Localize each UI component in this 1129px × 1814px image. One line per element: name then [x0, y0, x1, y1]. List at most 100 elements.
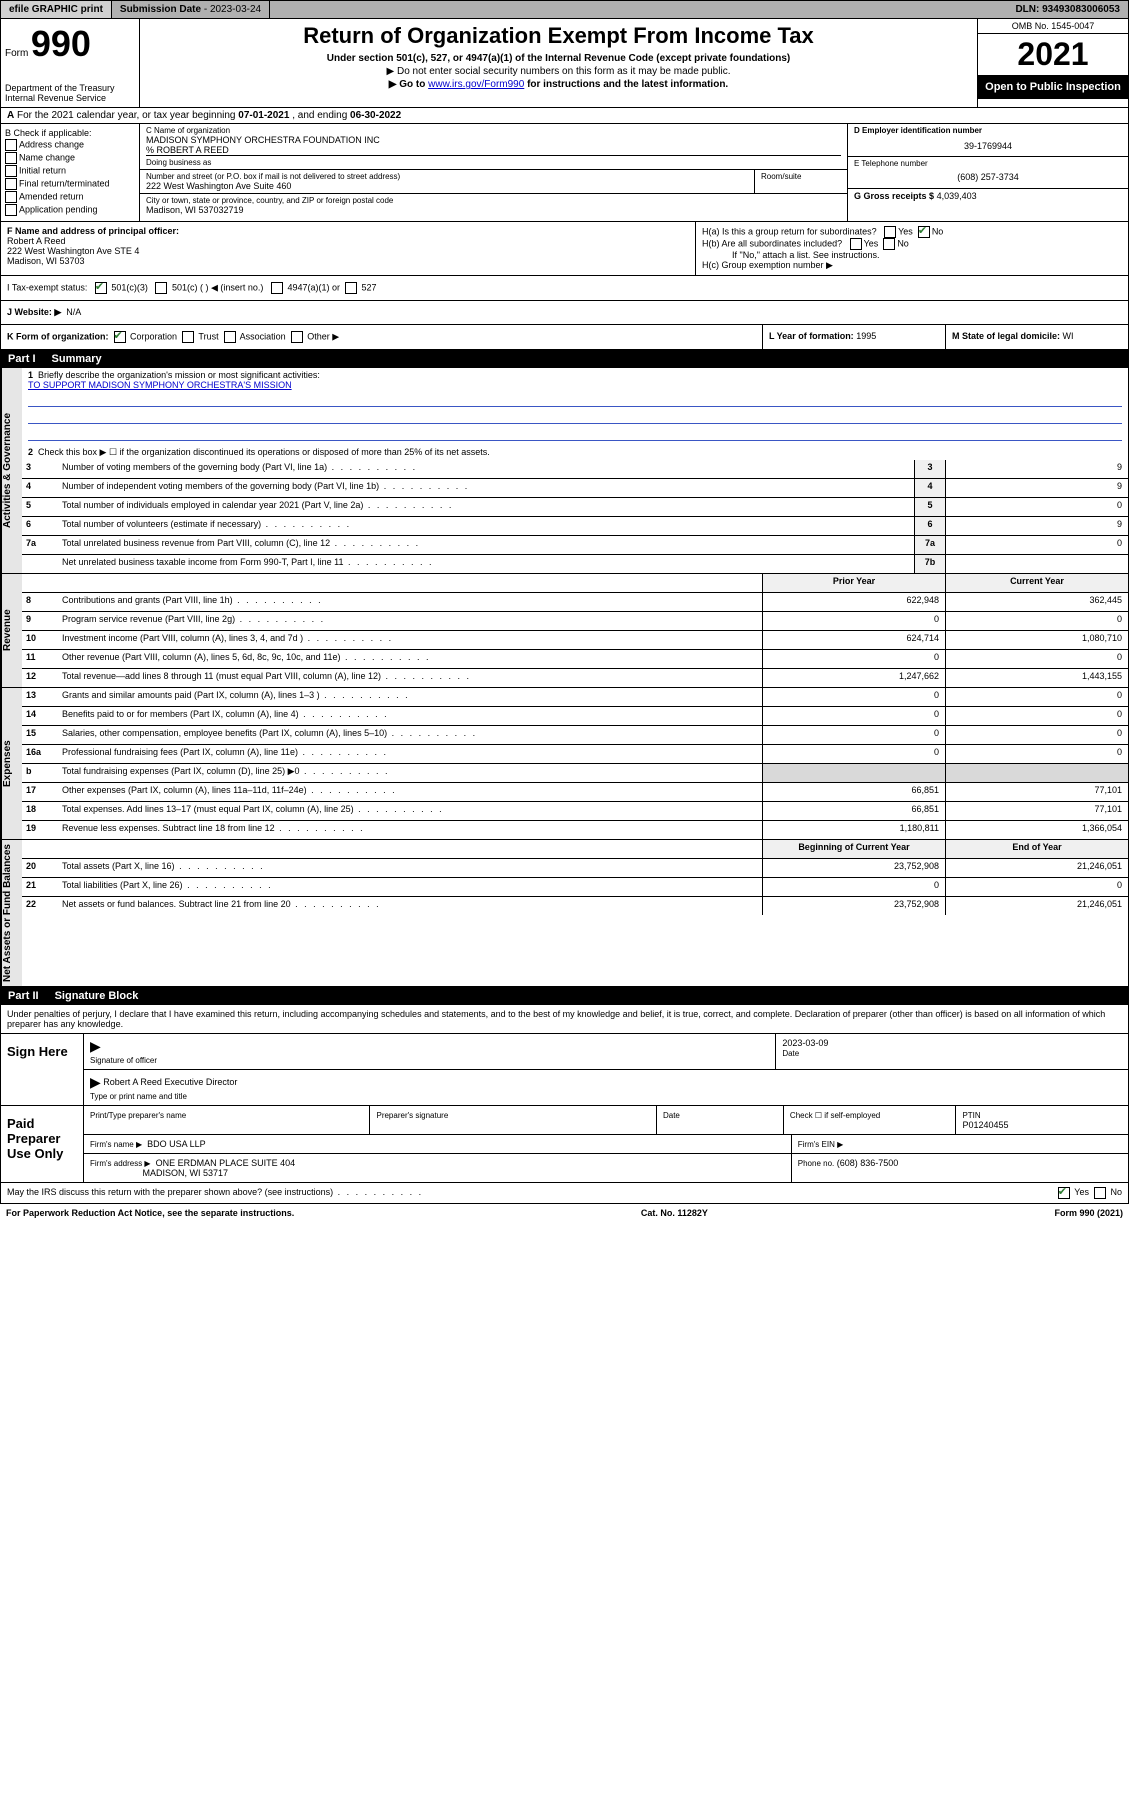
row-i: I Tax-exempt status: 501(c)(3) 501(c) ( … [0, 276, 1129, 301]
line-desc: Net unrelated business taxable income fr… [58, 555, 914, 573]
firm-addr2: MADISON, WI 53717 [143, 1168, 229, 1178]
form-title: Return of Organization Exempt From Incom… [144, 23, 973, 49]
table-row: 13 Grants and similar amounts paid (Part… [22, 688, 1128, 707]
table-row: 22 Net assets or fund balances. Subtract… [22, 897, 1128, 915]
col-begin: Beginning of Current Year [762, 840, 945, 858]
prior-year-value: 0 [762, 612, 945, 630]
table-row: 7a Total unrelated business revenue from… [22, 536, 1128, 555]
chk-4947[interactable] [271, 282, 283, 294]
form-header-center: Return of Organization Exempt From Incom… [140, 19, 977, 107]
h-a-yes-checkbox[interactable] [884, 226, 896, 238]
discuss-no-checkbox[interactable] [1094, 1187, 1106, 1199]
chk-corporation[interactable] [114, 331, 126, 343]
h-a-no-checkbox[interactable] [918, 226, 930, 238]
box-b-label: B Check if applicable: [5, 128, 135, 138]
line-number: b [22, 764, 58, 782]
chk-name-change[interactable]: Name change [5, 152, 135, 164]
website-label: J Website: ▶ [7, 307, 61, 317]
box-e: E Telephone number (608) 257-3734 [848, 157, 1128, 190]
dba-label: Doing business as [146, 155, 841, 167]
ptin-value: P01240455 [962, 1120, 1008, 1130]
prior-year-value: 0 [762, 707, 945, 725]
chk-amended-return[interactable]: Amended return [5, 191, 135, 203]
firm-addr1: ONE ERDMAN PLACE SUITE 404 [156, 1158, 296, 1168]
line-box: 7b [914, 555, 945, 573]
chk-501c3[interactable] [95, 282, 107, 294]
form-label: Form [5, 48, 28, 59]
discuss-text: May the IRS discuss this return with the… [7, 1187, 1058, 1199]
part2-label: Part II [8, 990, 39, 1002]
table-row: 19 Revenue less expenses. Subtract line … [22, 821, 1128, 839]
org-name: MADISON SYMPHONY ORCHESTRA FOUNDATION IN… [146, 135, 841, 145]
chk-501c[interactable] [155, 282, 167, 294]
h-b-yes-checkbox[interactable] [850, 238, 862, 250]
officer-name-title: Robert A Reed Executive Director [103, 1077, 237, 1087]
line-desc: Total number of volunteers (estimate if … [58, 517, 914, 535]
sig-date: 2023-03-09 [782, 1038, 828, 1048]
year-formation-value: 1995 [856, 331, 876, 341]
efile-print-button[interactable]: efile GRAPHIC print [1, 1, 112, 18]
current-year-value: 77,101 [945, 802, 1128, 820]
line-number [22, 555, 58, 573]
ptin-label: PTIN [962, 1111, 980, 1120]
line-value: 0 [945, 536, 1128, 554]
line-number: 14 [22, 707, 58, 725]
arrow-icon: ▶ [90, 1074, 101, 1090]
h-b-no-checkbox[interactable] [883, 238, 895, 250]
box-c: C Name of organization MADISON SYMPHONY … [140, 124, 847, 221]
current-year-value: 1,443,155 [945, 669, 1128, 687]
part1-title: Summary [52, 353, 102, 365]
line2-text: Check this box ▶ ☐ if the organization d… [38, 447, 490, 457]
prior-year-value: 0 [762, 726, 945, 744]
gross-receipts-value: 4,039,403 [937, 191, 977, 201]
line-a-tax-year: A For the 2021 calendar year, or tax yea… [0, 108, 1129, 124]
current-year-value: 362,445 [945, 593, 1128, 611]
chk-final-return[interactable]: Final return/terminated [5, 178, 135, 190]
chk-application-pending[interactable]: Application pending [5, 204, 135, 216]
part1-netassets: Net Assets or Fund Balances Beginning of… [0, 840, 1129, 987]
table-row: 17 Other expenses (Part IX, column (A), … [22, 783, 1128, 802]
state-domicile-value: WI [1063, 331, 1074, 341]
form-header: Form 990 Department of the Treasury Inte… [0, 19, 1129, 108]
chk-527[interactable] [345, 282, 357, 294]
chk-initial-return[interactable]: Initial return [5, 165, 135, 177]
arrow-icon: ▶ [90, 1038, 101, 1054]
current-year-value: 21,246,051 [945, 897, 1128, 915]
chk-trust[interactable] [182, 331, 194, 343]
box-d: D Employer identification number 39-1769… [848, 124, 1128, 157]
submission-date-value: 2023-03-24 [210, 4, 261, 15]
vtab-revenue: Revenue [1, 574, 22, 687]
box-b: B Check if applicable: Address change Na… [1, 124, 140, 221]
table-row: 11 Other revenue (Part VIII, column (A),… [22, 650, 1128, 669]
part2-title: Signature Block [55, 990, 139, 1002]
submission-date-label-text: Submission Date [120, 4, 201, 15]
mission-text[interactable]: TO SUPPORT MADISON SYMPHONY ORCHESTRA'S … [28, 380, 292, 390]
box-g: G Gross receipts $ 4,039,403 [848, 189, 1128, 221]
current-year-value: 1,080,710 [945, 631, 1128, 649]
line-number: 13 [22, 688, 58, 706]
chk-address-change[interactable]: Address change [5, 139, 135, 151]
phone-value: (608) 257-3734 [854, 172, 1122, 182]
row-k: K Form of organization: Corporation Trus… [0, 325, 1129, 350]
dln-label: DLN: [1015, 4, 1039, 15]
box-f: F Name and address of principal officer:… [1, 222, 696, 275]
table-row: b Total fundraising expenses (Part IX, c… [22, 764, 1128, 783]
table-row: 8 Contributions and grants (Part VIII, l… [22, 593, 1128, 612]
form-subtitle: Under section 501(c), 527, or 4947(a)(1)… [144, 53, 973, 64]
officer-label: F Name and address of principal officer: [7, 226, 179, 236]
tax-year-end: 06-30-2022 [350, 110, 401, 121]
line-number: 17 [22, 783, 58, 801]
mission-label: Briefly describe the organization's miss… [38, 370, 320, 380]
discuss-yes-checkbox[interactable] [1058, 1187, 1070, 1199]
prep-name-label: Print/Type preparer's name [90, 1111, 186, 1120]
table-row: 18 Total expenses. Add lines 13–17 (must… [22, 802, 1128, 821]
part1-expenses: Expenses 13 Grants and similar amounts p… [0, 688, 1129, 840]
irs-link[interactable]: www.irs.gov/Form990 [428, 79, 524, 90]
street-value: 222 West Washington Ave Suite 460 [146, 181, 748, 191]
paid-preparer-label: Paid Preparer Use Only [1, 1106, 84, 1182]
table-row: Net unrelated business taxable income fr… [22, 555, 1128, 573]
chk-other[interactable] [291, 331, 303, 343]
chk-association[interactable] [224, 331, 236, 343]
current-year-value: 0 [945, 612, 1128, 630]
officer-addr2: Madison, WI 53703 [7, 256, 85, 266]
